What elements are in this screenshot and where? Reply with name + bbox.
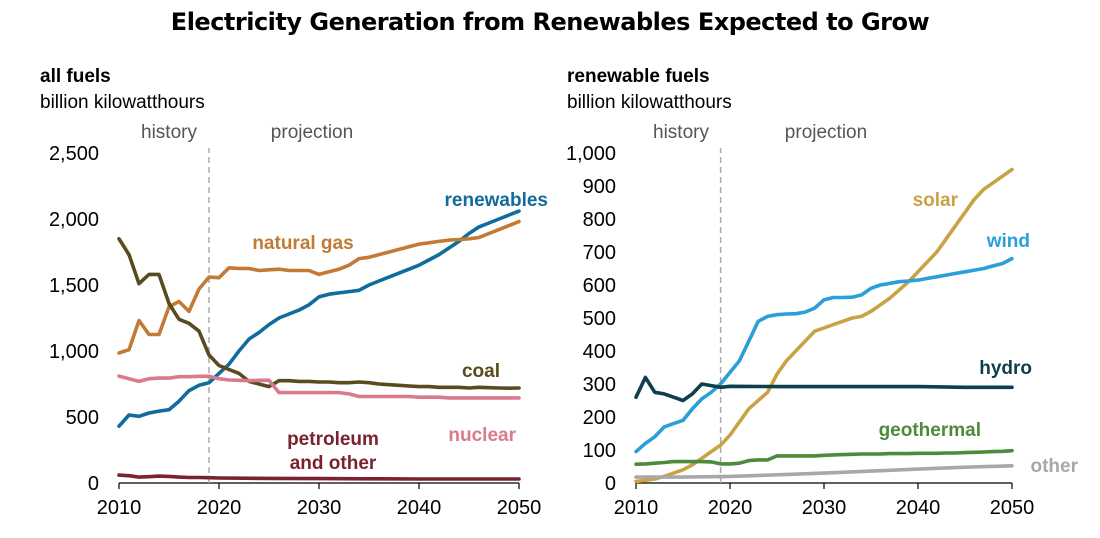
series-label-petroleum-and-other: petroleum <box>287 429 379 450</box>
panel-title: all fuels <box>40 66 111 87</box>
x-tick-label: 2050 <box>990 497 1035 519</box>
y-tick-label: 100 <box>583 440 616 462</box>
series-label-geothermal: geothermal <box>879 420 981 441</box>
y-tick-label: 0 <box>88 473 99 495</box>
x-tick-label: 2030 <box>802 497 847 519</box>
y-tick-label: 2,500 <box>49 143 99 165</box>
panel-title: renewable fuels <box>567 66 710 87</box>
y-tick-label: 700 <box>583 242 616 264</box>
series-line-hydro <box>634 375 1014 403</box>
y-tick-label: 900 <box>583 176 616 198</box>
series-label-coal: coal <box>462 361 500 382</box>
y-tick-label: 1,000 <box>566 143 616 165</box>
series-label-other: other <box>1031 456 1079 477</box>
series-label-natural-gas: natural gas <box>252 233 353 254</box>
y-tick-label: 500 <box>583 308 616 330</box>
x-tick-label: 2030 <box>297 497 342 519</box>
series-line-wind <box>634 256 1014 454</box>
x-tick-label: 2050 <box>497 497 542 519</box>
y-tick-label: 1,000 <box>49 341 99 363</box>
panel-units: billion kilowatthours <box>567 92 732 113</box>
x-tick-label: 2010 <box>97 497 142 519</box>
projection-label: projection <box>785 122 867 143</box>
x-tick-label: 2020 <box>197 497 242 519</box>
y-tick-label: 2,000 <box>49 209 99 231</box>
series-line-renewables <box>117 209 521 428</box>
y-tick-label: 0 <box>605 473 616 495</box>
panel-units: billion kilowatthours <box>40 92 205 113</box>
series-label-nuclear: nuclear <box>448 425 516 446</box>
series-line-natural-gas <box>117 219 521 355</box>
series-line-nuclear <box>117 374 521 400</box>
x-tick-label: 2040 <box>397 497 442 519</box>
x-tick-label: 2020 <box>708 497 753 519</box>
series-label-petroleum-and-other: and other <box>290 453 377 474</box>
chart-title: Electricity Generation from Renewables E… <box>170 8 930 36</box>
y-tick-label: 300 <box>583 374 616 396</box>
x-tick-label: 2040 <box>896 497 941 519</box>
series-label-wind: wind <box>986 231 1030 252</box>
history-label: history <box>141 122 197 143</box>
series-line-petroleum-and-other <box>117 473 521 481</box>
y-tick-label: 500 <box>66 407 99 429</box>
series-label-solar: solar <box>913 190 959 211</box>
y-tick-label: 800 <box>583 209 616 231</box>
series-label-renewables: renewables <box>445 190 549 211</box>
y-tick-label: 1,500 <box>49 275 99 297</box>
y-tick-label: 200 <box>583 407 616 429</box>
projection-label: projection <box>271 122 353 143</box>
series-label-hydro: hydro <box>979 358 1032 379</box>
history-label: history <box>653 122 709 143</box>
series-line-geothermal <box>634 448 1014 466</box>
y-tick-label: 400 <box>583 341 616 363</box>
series-line-other <box>634 464 1014 479</box>
x-tick-label: 2010 <box>614 497 659 519</box>
y-tick-label: 600 <box>583 275 616 297</box>
series-line-coal <box>117 237 521 390</box>
